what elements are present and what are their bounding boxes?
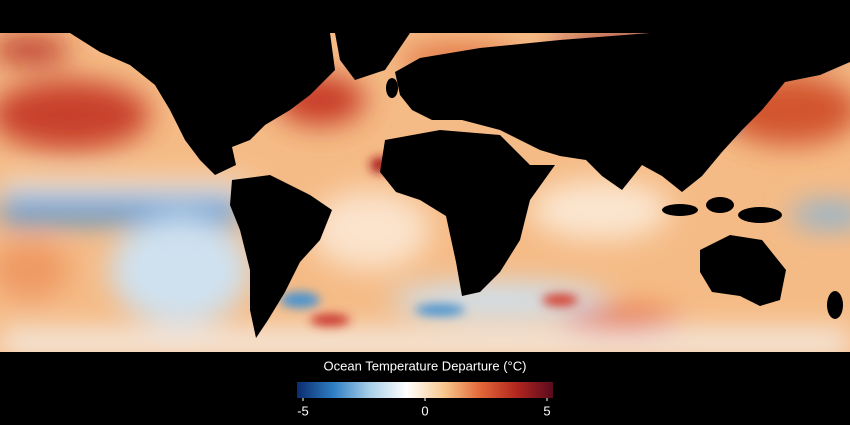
colorbar-title: Ocean Temperature Departure (°C) bbox=[324, 358, 527, 373]
colorbar-tick-label: 0 bbox=[421, 403, 428, 418]
colorbar bbox=[297, 382, 553, 398]
colorbar-tick-label: -5 bbox=[297, 403, 309, 418]
colorbar-tick-label: 5 bbox=[543, 403, 550, 418]
